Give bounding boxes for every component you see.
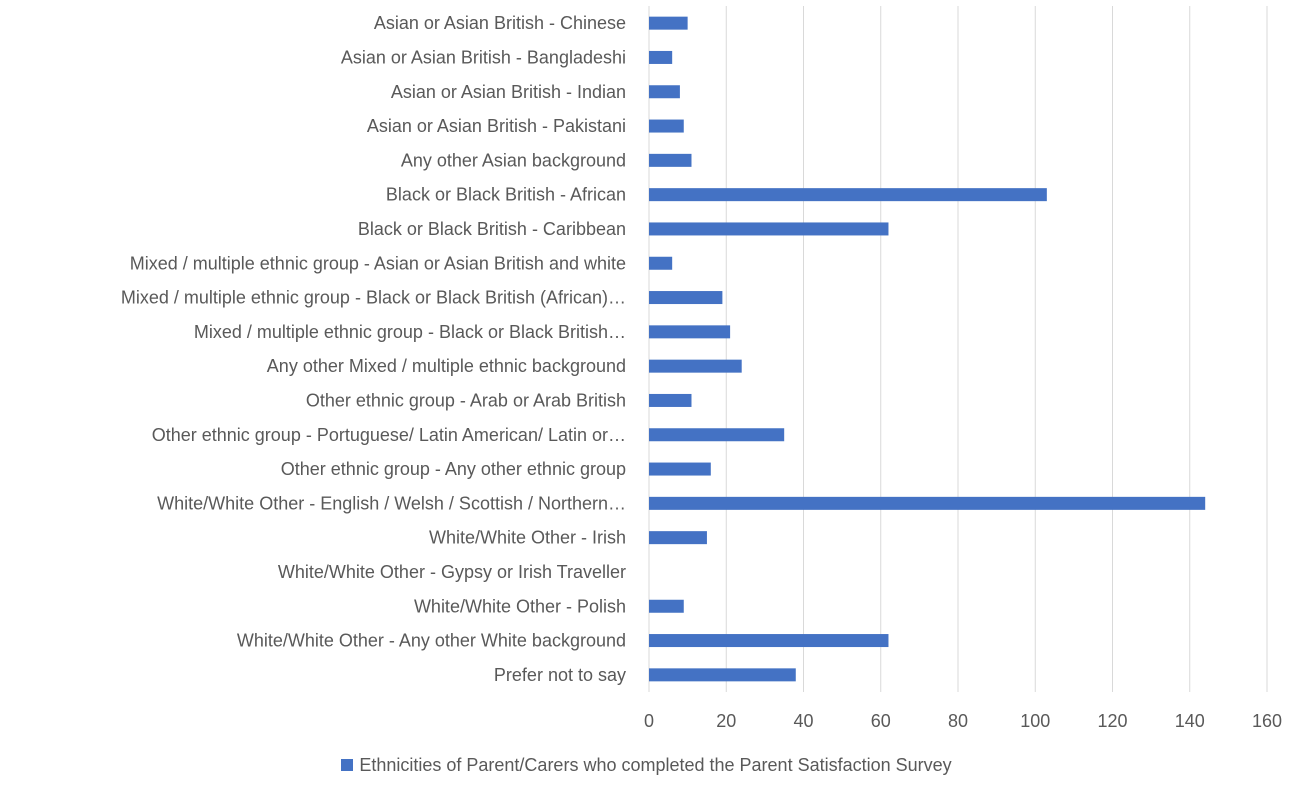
bar (649, 393, 692, 407)
x-tick-label: 40 (793, 711, 813, 731)
bar (649, 634, 889, 648)
category-label: Asian or Asian British - Chinese (374, 13, 626, 33)
legend-label: Ethnicities of Parent/Carers who complet… (359, 755, 952, 775)
bar (649, 16, 688, 30)
bar (649, 599, 684, 613)
category-label: Mixed / multiple ethnic group - Black or… (194, 322, 626, 342)
bar (649, 325, 731, 339)
bar (649, 256, 673, 270)
bars (649, 16, 1206, 682)
x-tick-label: 140 (1175, 711, 1205, 731)
x-tick-labels: 0 20 40 60 80 100 120 140 160 (644, 711, 1282, 731)
bar (649, 188, 1047, 202)
legend-swatch (341, 759, 354, 771)
category-label: Asian or Asian British - Bangladeshi (341, 47, 626, 67)
bar (649, 531, 707, 545)
category-label: Mixed / multiple ethnic group - Black or… (121, 288, 626, 308)
bar (649, 153, 692, 167)
bar (649, 462, 711, 476)
category-label: Asian or Asian British - Indian (391, 82, 626, 102)
x-tick-label: 120 (1097, 711, 1127, 731)
bar (649, 119, 684, 133)
bar (649, 668, 796, 682)
x-tick-label: 80 (948, 711, 968, 731)
x-tick-label: 20 (716, 711, 736, 731)
category-label: White/White Other - English / Welsh / Sc… (157, 493, 626, 513)
bar (649, 50, 673, 64)
bar (649, 291, 723, 305)
x-tick-label: 160 (1252, 711, 1282, 731)
category-labels: Asian or Asian British - Chinese Asian or… (121, 13, 626, 685)
gridlines (648, 6, 1268, 692)
category-label: Other ethnic group - Any other ethnic gr… (281, 459, 626, 479)
bar (649, 222, 889, 236)
category-label: White/White Other - Gypsy or Irish Trave… (278, 562, 626, 582)
category-label: Other ethnic group - Portuguese/ Latin A… (152, 425, 626, 445)
x-tick-label: 60 (871, 711, 891, 731)
category-label: Black or Black British - African (386, 185, 626, 205)
bar (649, 428, 785, 442)
category-label: Any other Mixed / multiple ethnic backgr… (267, 356, 626, 376)
category-label: Black or Black British - Caribbean (358, 219, 626, 239)
category-label: Other ethnic group - Arab or Arab Britis… (306, 390, 626, 410)
bar (649, 496, 1206, 510)
category-label: Any other Asian background (401, 150, 626, 170)
category-label: Mixed / multiple ethnic group - Asian or… (130, 253, 626, 273)
bar (649, 85, 680, 99)
legend: Ethnicities of Parent/Carers who complet… (0, 755, 1293, 776)
category-label: White/White Other - Any other White back… (237, 631, 626, 651)
category-label: Asian or Asian British - Pakistani (367, 116, 626, 136)
x-tick-label: 0 (644, 711, 654, 731)
category-label: Prefer not to say (494, 665, 626, 685)
category-label: White/White Other - Irish (429, 528, 626, 548)
bar (649, 359, 742, 373)
x-tick-label: 100 (1020, 711, 1050, 731)
category-label: White/White Other - Polish (414, 596, 626, 616)
